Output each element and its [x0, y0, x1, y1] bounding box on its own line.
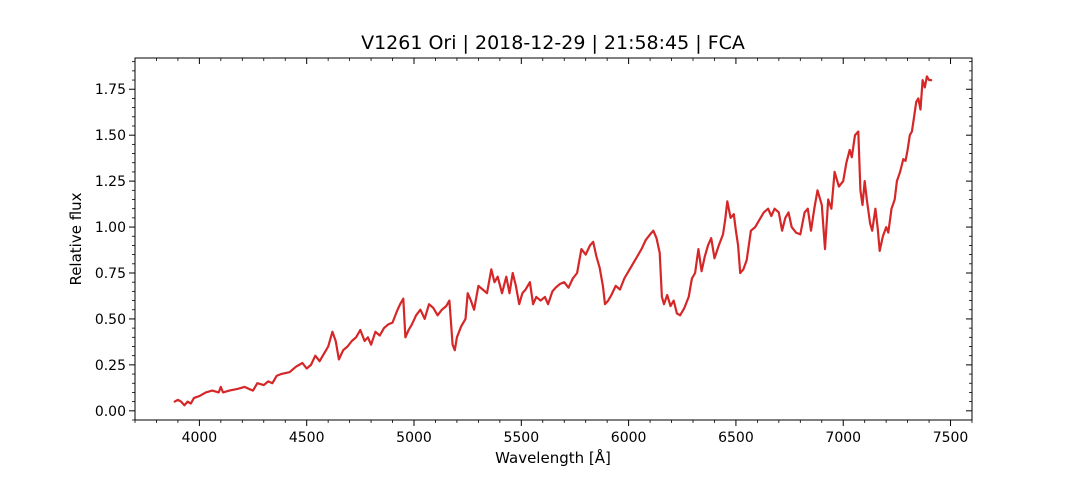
- x-tick-label: 6000: [611, 430, 647, 446]
- x-tick-label: 4000: [182, 430, 218, 446]
- y-tick-label: 0.25: [95, 358, 126, 374]
- plot-frame: [134, 57, 973, 421]
- plot-area: 4000 4500 5000 5500 6000 6500 7000 7500 0.00 0.25…: [95, 57, 973, 446]
- y-tick-label: 1.25: [95, 174, 126, 190]
- y-tick-label: 1.75: [95, 82, 126, 98]
- x-tick-label: 5000: [396, 430, 432, 446]
- y-tick-label: 0.50: [95, 312, 126, 328]
- chart-title: V1261 Ori | 2018-12-29 | 21:58:45 | FCA: [361, 32, 745, 54]
- y-tick-label: 1.00: [95, 220, 126, 236]
- x-tick-label: 7500: [933, 430, 969, 446]
- y-axis-label: Relative flux: [67, 192, 85, 285]
- x-tick-label: 7000: [825, 430, 861, 446]
- x-tick-label: 5500: [503, 430, 539, 446]
- y-tick-label: 1.50: [95, 128, 126, 144]
- x-tick-label: 4500: [289, 430, 325, 446]
- x-tick-label: 6500: [718, 430, 754, 446]
- x-axis-label: Wavelength [Å]: [495, 448, 611, 467]
- y-tick-label: 0.00: [95, 404, 126, 420]
- spectrum-line-0: [173, 75, 933, 407]
- y-tick-label: 0.75: [95, 266, 126, 282]
